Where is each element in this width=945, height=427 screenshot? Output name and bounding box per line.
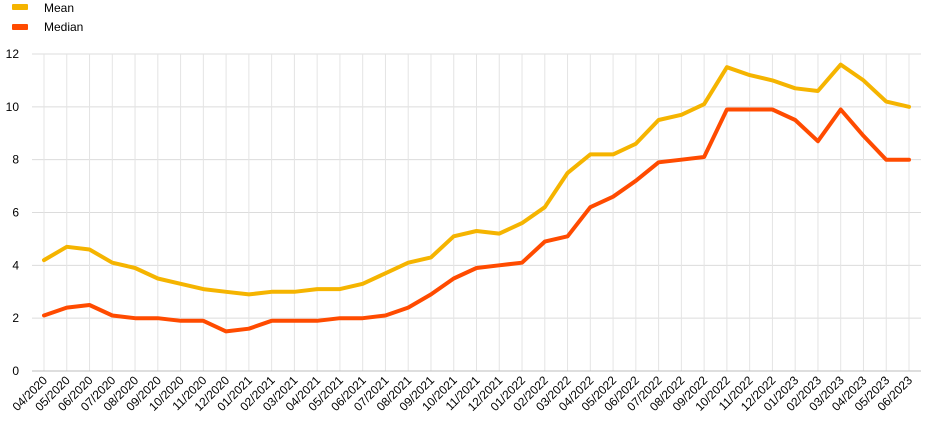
y-tick-label: 10 — [6, 100, 20, 114]
series-lines — [42, 62, 911, 334]
legend-swatch-median — [12, 24, 28, 30]
y-tick-label: 12 — [6, 47, 20, 61]
legend-item-mean[interactable]: Mean — [12, 1, 74, 15]
legend-item-median[interactable]: Median — [12, 20, 83, 34]
y-tick-label: 2 — [12, 311, 19, 325]
gridlines — [32, 53, 921, 372]
y-tick-label: 4 — [12, 258, 19, 272]
series-line-median — [42, 107, 911, 334]
y-tick-label: 0 — [12, 364, 19, 378]
legend: Mean Median — [12, 1, 83, 34]
legend-swatch-mean — [12, 4, 28, 10]
legend-label-median: Median — [44, 20, 83, 34]
axes: 02468101204/202005/202006/202007/202008/… — [6, 47, 921, 414]
y-tick-label: 8 — [12, 153, 19, 167]
legend-label-mean: Mean — [44, 1, 74, 15]
y-tick-label: 6 — [12, 206, 19, 220]
series-line-mean — [42, 62, 911, 297]
